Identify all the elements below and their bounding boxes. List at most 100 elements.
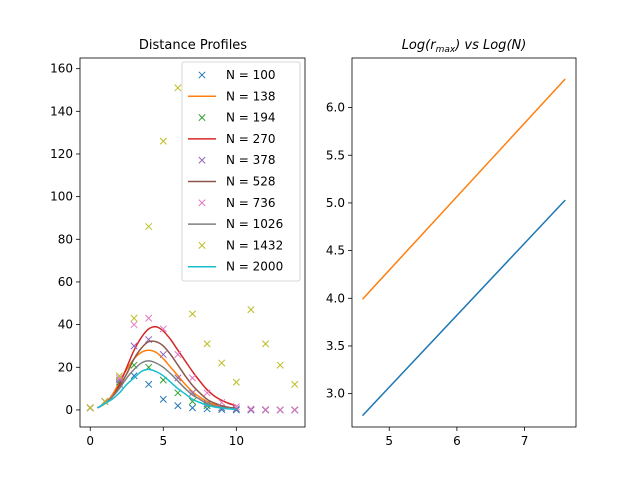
- data-point-x-marker: [188, 404, 197, 412]
- right-x-tick-label: 5: [385, 434, 393, 448]
- left-x-tick-label: 0: [86, 434, 94, 448]
- data-point-x-marker: [188, 310, 197, 318]
- right-plot-area: 5 6 7 3.0 3.5 4.0 4.5 5.0 5.5 6.0: [326, 78, 566, 448]
- data-point-x-marker: [247, 405, 255, 413]
- legend-entry-label: N = 2000: [226, 260, 283, 274]
- legend-entry-label: N = 100: [226, 68, 276, 82]
- legend-entry-label: N = 1026: [226, 217, 283, 231]
- series-line: [97, 340, 237, 410]
- left-y-tick-label: 120: [50, 147, 73, 161]
- series-line: [97, 368, 237, 411]
- legend-entry-label: N = 194: [226, 111, 276, 125]
- data-point-x-marker: [130, 314, 138, 322]
- data-point-x-marker: [159, 325, 167, 333]
- data-point-x-marker: [86, 404, 94, 412]
- data-point-x-marker: [159, 395, 167, 403]
- left-y-tick-label: 100: [50, 190, 73, 204]
- log-rmax-vs-log-n-chart: Log(rmax) vs Log(N) 5 6 7 3.0 3.5 4.0 4.5 5.0 5.…: [326, 38, 577, 448]
- left-y-tick-label: 40: [58, 318, 73, 332]
- data-point-x-marker: [203, 405, 211, 413]
- data-point-x-marker: [188, 374, 197, 382]
- right-x-tick-label: 7: [521, 434, 529, 448]
- right-chart-title: Log(rmax) vs Log(N): [402, 38, 527, 55]
- right-y-tick-label: 6.0: [326, 101, 345, 115]
- left-y-tick-label: 160: [50, 62, 73, 76]
- data-point-x-marker: [188, 389, 197, 397]
- series-1026: [97, 360, 237, 410]
- legend-marker-swatch: [198, 71, 206, 79]
- right-y-tick-label: 3.0: [326, 387, 345, 401]
- series-line: [97, 360, 237, 410]
- data-point-x-marker: [145, 314, 153, 322]
- data-point-x-marker: [101, 397, 109, 405]
- right-series-line-2: [361, 78, 566, 300]
- data-point-x-marker: [159, 350, 167, 359]
- series-2000: [97, 368, 237, 411]
- right-y-tick-label: 4.5: [326, 244, 345, 258]
- right-title-subscript: max: [436, 45, 456, 55]
- left-y-tick-label: 20: [58, 360, 73, 374]
- data-point-x-marker: [159, 137, 167, 145]
- right-series-line-1: [361, 199, 566, 417]
- data-point-x-marker: [291, 406, 299, 414]
- data-point-x-marker: [130, 342, 138, 350]
- data-point-x-marker: [261, 340, 270, 348]
- data-point-x-marker: [218, 359, 226, 367]
- data-point-x-marker: [247, 406, 255, 414]
- legend-entry-label: N = 1432: [226, 238, 283, 252]
- data-point-x-marker: [174, 84, 182, 92]
- right-axes-frame: [351, 57, 577, 428]
- left-y-tick-label: 80: [58, 232, 73, 246]
- series-1432: [86, 84, 299, 412]
- data-point-x-marker: [115, 372, 124, 380]
- left-y-tick-label: 0: [65, 403, 73, 417]
- data-point-x-marker: [291, 380, 299, 388]
- data-point-x-marker: [174, 374, 182, 382]
- legend-entry-label: N = 528: [226, 175, 276, 189]
- right-y-tick-label: 4.0: [326, 291, 345, 305]
- data-point-x-marker: [218, 398, 226, 407]
- legend-entry-label: N = 270: [226, 132, 276, 146]
- left-x-tick-label: 10: [229, 434, 244, 448]
- data-point-x-marker: [232, 378, 240, 386]
- series-528: [97, 340, 237, 410]
- right-y-tick-label: 5.5: [326, 148, 345, 162]
- left-y-tick-label: 60: [58, 275, 73, 289]
- legend-entry-label: N = 138: [226, 89, 276, 103]
- data-point-x-marker: [115, 374, 124, 382]
- data-point-x-marker: [203, 340, 211, 348]
- data-point-x-marker: [145, 380, 153, 388]
- legend-marker-swatch: [198, 199, 206, 207]
- data-point-x-marker: [174, 350, 182, 359]
- data-point-x-marker: [145, 222, 153, 231]
- left-axes-frame: [79, 57, 306, 428]
- right-x-tick-label: 6: [453, 434, 461, 448]
- left-legend: N = 100 N = 138 N = 194 N = 270 N = 378 N = 5…: [181, 61, 301, 282]
- right-title-part-3: ) vs Log(N): [454, 38, 526, 53]
- data-point-x-marker: [276, 406, 284, 414]
- data-point-x-marker: [203, 389, 211, 397]
- data-point-x-marker: [261, 405, 270, 414]
- right-title-part-2: r: [430, 38, 437, 53]
- legend-entry-label: N = 378: [226, 153, 276, 167]
- data-point-x-marker: [174, 402, 182, 410]
- left-x-tick-label: 5: [159, 434, 167, 448]
- left-chart-title: Distance Profiles: [139, 38, 247, 53]
- series-line: [97, 325, 237, 409]
- distance-profiles-chart: Distance Profiles 0 5 10020406080100120140…: [50, 38, 306, 448]
- data-point-x-marker: [276, 361, 284, 369]
- data-point-x-marker: [130, 372, 138, 380]
- data-point-x-marker: [130, 321, 138, 329]
- data-point-x-marker: [247, 306, 255, 314]
- data-point-x-marker: [188, 397, 197, 405]
- legend-entry-label: N = 736: [226, 196, 276, 210]
- legend-marker-swatch: [198, 241, 206, 249]
- legend-box: [181, 61, 301, 282]
- right-title-part-1: Log(: [402, 38, 431, 53]
- right-y-tick-label: 3.5: [326, 339, 345, 353]
- legend-marker-swatch: [198, 114, 206, 122]
- left-y-tick-label: 140: [50, 104, 73, 118]
